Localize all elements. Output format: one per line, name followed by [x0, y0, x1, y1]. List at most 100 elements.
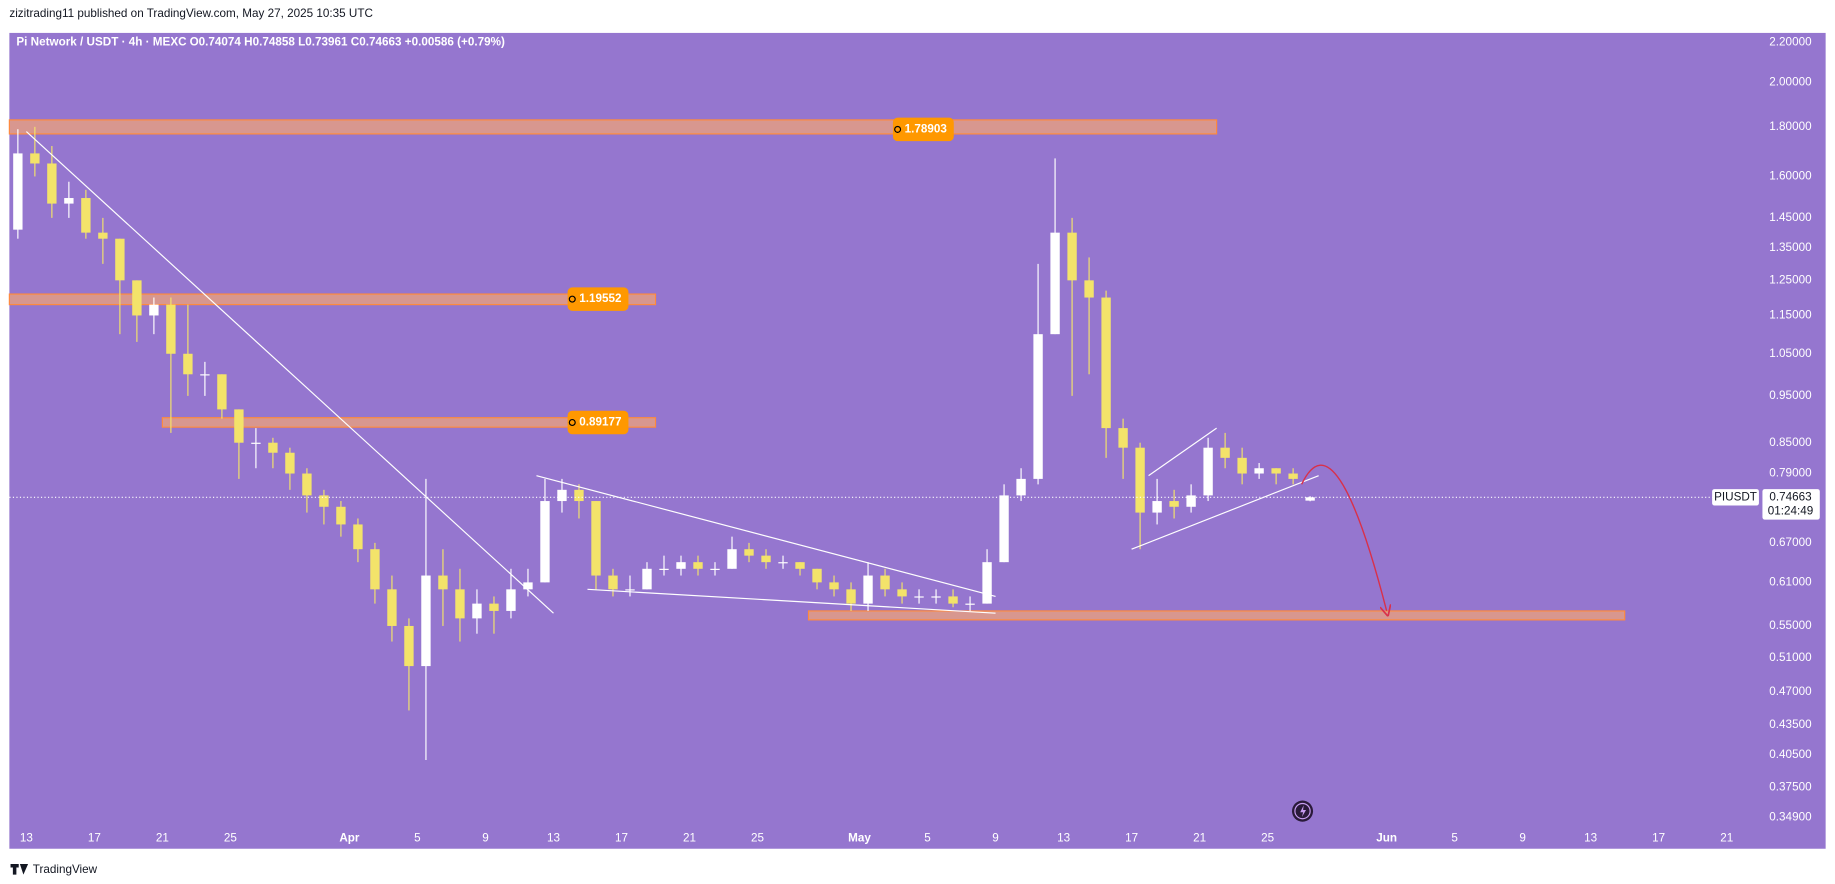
candle-body [1305, 497, 1315, 501]
symbol: Pi Network / USDT · 4h · MEXC [16, 35, 187, 48]
candle-body [1101, 297, 1111, 429]
candle-body [591, 501, 601, 576]
ticker: PIUSDT [1714, 490, 1757, 503]
y-tick-label: 0.95000 [1769, 389, 1812, 402]
candle-body [931, 596, 941, 598]
y-tick-label: 0.47000 [1769, 685, 1812, 698]
candle-body [1067, 232, 1077, 281]
y-tick-label: 1.05000 [1769, 347, 1812, 360]
candle-body [438, 575, 448, 590]
candle-body [1084, 280, 1094, 298]
candle-body [1254, 468, 1264, 474]
x-tick-label: 13 [1584, 831, 1597, 844]
price-label: 0.74663 [1769, 490, 1811, 503]
candle-body [965, 603, 975, 605]
candle-body [64, 198, 74, 204]
candle-body [1186, 495, 1196, 507]
candle-body [642, 568, 652, 590]
y-tick-label: 1.25000 [1769, 273, 1812, 286]
x-tick-label: 21 [683, 831, 696, 844]
x-tick-label: Jun [1376, 831, 1397, 844]
y-tick-label: 0.37500 [1769, 780, 1812, 793]
candle-body [676, 562, 686, 569]
candle-body [234, 409, 244, 443]
candle-body [1135, 447, 1145, 513]
y-tick-label: 0.43500 [1769, 718, 1812, 731]
candle-body [1050, 232, 1060, 335]
candle-body [914, 596, 924, 598]
countdown: 01:24:49 [1768, 504, 1814, 517]
y-tick-label: 0.85000 [1769, 436, 1812, 449]
candle-body [1203, 447, 1213, 496]
candle-body [30, 153, 40, 164]
y-tick-label: 1.15000 [1769, 309, 1812, 322]
candle-body [217, 374, 227, 410]
x-tick-label: 17 [88, 831, 101, 844]
x-tick-label: 21 [1720, 831, 1733, 844]
lightning-icon [1291, 800, 1314, 822]
candle-body [353, 524, 363, 550]
y-tick-label: 0.67000 [1769, 536, 1812, 549]
x-tick-label: Apr [339, 831, 360, 844]
y-tick-label: 1.35000 [1769, 241, 1812, 254]
candle-body [625, 589, 635, 591]
candle-body [268, 442, 278, 453]
candle-body [1271, 468, 1281, 474]
y-tick-label: 0.34900 [1769, 811, 1812, 824]
candle-body [506, 589, 516, 611]
candle-body [336, 506, 346, 525]
publisher: zizitrading11 published on TradingView.c… [9, 7, 373, 20]
x-tick-label: 25 [1261, 831, 1274, 844]
x-tick-label: 5 [924, 831, 931, 844]
candle-body [387, 589, 397, 626]
candle-body [1169, 501, 1179, 507]
projection-arrow [1300, 464, 1387, 611]
x-tick-label: 13 [547, 831, 560, 844]
plot-background [9, 32, 1826, 849]
x-tick-label: 5 [414, 831, 421, 844]
zone-anchor [568, 295, 576, 303]
candle-body [1237, 457, 1247, 474]
y-tick-label: 0.55000 [1769, 619, 1812, 632]
x-tick-label: 5 [1451, 831, 1458, 844]
y-tick-label: 0.40500 [1769, 748, 1812, 761]
candle-body [880, 575, 890, 590]
candle-body [489, 603, 499, 611]
x-tick-label: 25 [751, 831, 764, 844]
zone-label: 1.19552 [579, 292, 622, 305]
x-tick-label: 13 [1057, 831, 1070, 844]
candle-body [1220, 447, 1230, 458]
zone [161, 417, 657, 428]
candle-body [251, 442, 261, 444]
candle-body [693, 562, 703, 569]
candle-body [132, 280, 142, 316]
candle-body [115, 238, 125, 281]
candle-body [710, 568, 720, 570]
x-tick-label: 17 [1125, 831, 1138, 844]
zone-label-bg [567, 287, 629, 311]
candle-body [404, 625, 414, 667]
y-tick-label: 1.60000 [1769, 170, 1812, 183]
y-tick-label: 1.45000 [1769, 211, 1812, 224]
price-box [1762, 489, 1820, 520]
candle-body [370, 549, 380, 590]
candle-body [982, 562, 992, 604]
candle-body [1118, 428, 1128, 448]
candle-body [1288, 473, 1298, 479]
candle-body [13, 153, 23, 230]
candle-body [608, 575, 618, 590]
y-tick-label: 1.80000 [1769, 120, 1812, 133]
y-tick-label: 0.61000 [1769, 575, 1812, 588]
x-tick-label: 17 [615, 831, 628, 844]
candle-body [659, 568, 669, 570]
candle-body [948, 596, 958, 604]
zone [8, 293, 657, 306]
candle-body [540, 501, 550, 583]
y-tick-label: 2.20000 [1769, 35, 1812, 48]
candle-body [455, 589, 465, 619]
candle-body [812, 568, 822, 583]
candle-body [1016, 478, 1026, 496]
x-tick-label: 9 [482, 831, 489, 844]
candle-body [149, 304, 159, 316]
